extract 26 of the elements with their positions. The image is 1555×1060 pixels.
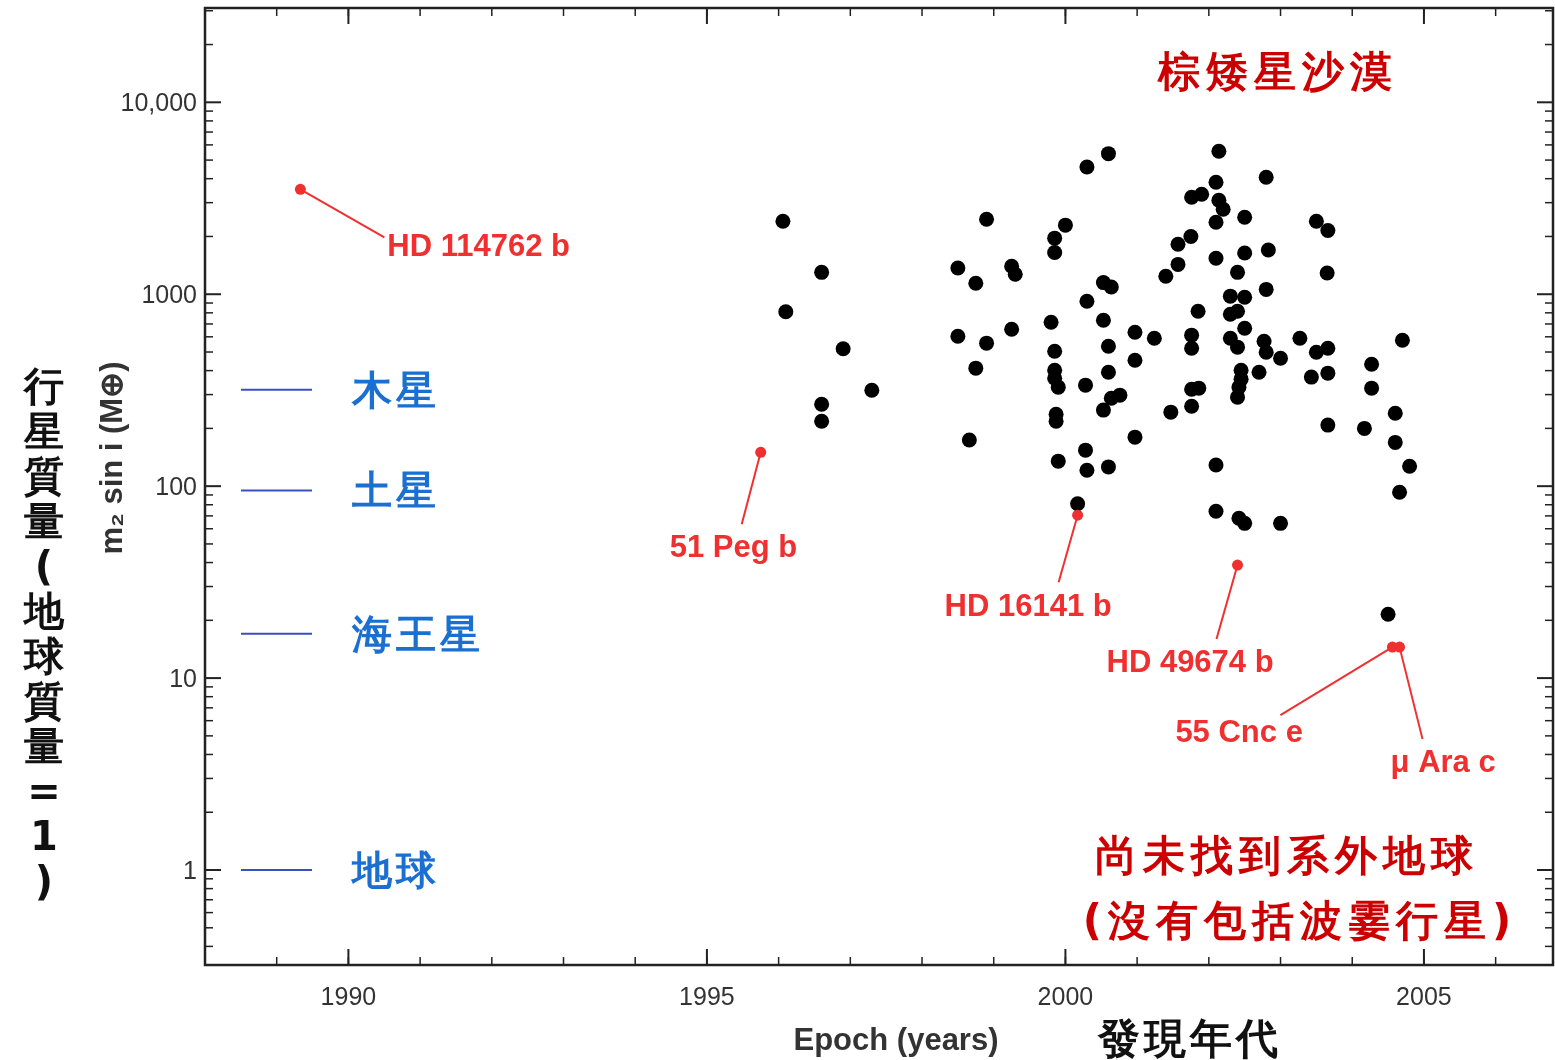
y-tick-label: 1 bbox=[183, 856, 197, 885]
x-tick-label: 2000 bbox=[1037, 982, 1094, 1010]
annotation: HD 16141 b bbox=[944, 588, 1112, 624]
ref-line-label: 木星 bbox=[351, 366, 440, 413]
y-tick-label: 1000 bbox=[141, 280, 197, 309]
text: 行星質量(地球質量=1) bbox=[24, 363, 64, 904]
x-tick-label: 2005 bbox=[1396, 982, 1452, 1010]
ref-line-label: 土星 bbox=[352, 467, 440, 514]
y-axis-title: m₂ sin i (M⊕) bbox=[94, 361, 129, 555]
y-tick-label: 100 bbox=[155, 472, 197, 501]
annotation: (沒有包括波霎行星) bbox=[1082, 896, 1518, 945]
annotation: HD 49674 b bbox=[1106, 644, 1274, 680]
text: 發現年代 bbox=[1097, 1014, 1282, 1060]
y-tick-label: 10,000 bbox=[120, 88, 197, 117]
annotation: μ Ara c bbox=[1390, 744, 1496, 780]
annotation: HD 114762 b bbox=[387, 228, 571, 264]
annotation: 棕矮星沙漠 bbox=[1157, 47, 1398, 96]
x-axis-title: Epoch (years) bbox=[793, 1022, 999, 1057]
x-tick-label: 1995 bbox=[679, 982, 735, 1010]
y-tick-label: 10 bbox=[169, 664, 197, 693]
x-tick-label: 1990 bbox=[320, 982, 377, 1010]
annotation: 尚未找到系外地球 bbox=[1095, 831, 1479, 880]
annotation: 51 Peg b bbox=[669, 529, 798, 565]
ref-line-label: 地球 bbox=[350, 847, 440, 894]
ref-line-label: 海王星 bbox=[351, 610, 484, 657]
annotation: 55 Cnc e bbox=[1175, 714, 1303, 750]
